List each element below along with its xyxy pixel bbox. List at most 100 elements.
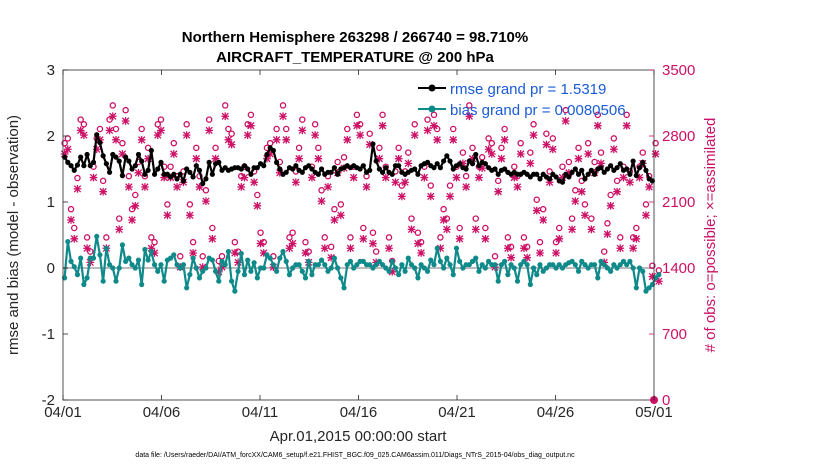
obs-possible-point [122, 106, 129, 114]
bias-point [261, 265, 267, 271]
obs-possible-point [607, 191, 614, 199]
rmse-point [633, 173, 639, 179]
obs-assimilated-point [507, 253, 515, 262]
bias-point [344, 262, 350, 268]
rmse-point [270, 147, 276, 154]
rmse-point [582, 176, 588, 182]
obs-possible-point [462, 172, 470, 180]
rmse-point [643, 167, 649, 173]
bias-point [232, 288, 238, 294]
bias-point [248, 268, 254, 274]
obs-possible-point [491, 253, 499, 260]
bias-point [139, 281, 145, 288]
rmse-point [495, 171, 501, 177]
obs-possible-point [562, 106, 569, 114]
obs-possible-point [202, 187, 210, 194]
bias-point [200, 268, 206, 274]
obs-assimilated-point [410, 131, 419, 139]
rmse-point [379, 169, 386, 175]
obs-possible-point [450, 125, 457, 133]
rmse-point [203, 176, 209, 182]
rmse-point [492, 166, 498, 172]
bias-point [148, 248, 154, 255]
obs-possible-point [501, 125, 508, 133]
obs-possible-point [119, 139, 126, 147]
bias-point [559, 265, 566, 271]
bias-point [296, 262, 302, 268]
rmse-point [171, 171, 177, 177]
rmse-point [444, 153, 450, 159]
obs-possible-point [623, 111, 630, 119]
obs-assimilated-point [108, 112, 117, 121]
bias-point [184, 285, 190, 291]
obs-assimilated-point [552, 249, 560, 257]
rmse-point [389, 171, 395, 177]
obs-possible-point [427, 182, 435, 189]
obs-possible-point [546, 168, 553, 175]
obs-assimilated-point [520, 244, 528, 253]
obs-assimilated-point [214, 267, 223, 276]
rmse-point [547, 176, 553, 182]
bias-point [142, 246, 148, 253]
obs-assimilated-point [516, 150, 525, 158]
bias-point [633, 285, 639, 291]
rmse-point [299, 169, 305, 175]
obs-assimilated-point [619, 173, 628, 182]
obs-assimilated-point [80, 131, 88, 139]
obs-possible-point [456, 224, 463, 232]
obs-assimilated-point [182, 131, 191, 139]
rmse-point [216, 159, 222, 165]
obs-possible-point [170, 139, 178, 147]
legend-rmse-marker [428, 84, 436, 92]
obs-assimilated-point [353, 121, 361, 130]
obs-assimilated-point [76, 126, 85, 135]
obs-assimilated-point [320, 244, 329, 253]
rmse-point [473, 151, 479, 158]
obs-assimilated-point [266, 150, 275, 158]
bias-point [299, 268, 305, 274]
bias-point [315, 262, 321, 268]
obs-assimilated-point [536, 249, 544, 257]
bias-point [322, 262, 328, 268]
obs-possible-point [74, 174, 81, 182]
bias-point [306, 258, 312, 264]
bias-point [155, 268, 161, 274]
obs-possible-point [414, 229, 422, 236]
obs-possible-point [488, 139, 496, 147]
obs-assimilated-point [584, 150, 592, 158]
obs-assimilated-point [205, 126, 213, 135]
obs-possible-point [610, 135, 618, 142]
bias-point [431, 262, 437, 268]
obs-assimilated-point [118, 150, 127, 158]
bias-point [447, 262, 453, 268]
obs-possible-point [469, 144, 476, 152]
obs-possible-point [189, 238, 197, 246]
bias-point [428, 257, 434, 263]
x-axis-ticks: 04/01 04/06 04/11 04/16 04/21 04/26 05/01 [44, 70, 673, 421]
rmse-point [476, 163, 482, 169]
rmse-point [463, 166, 469, 172]
obs-possible-point [347, 234, 354, 241]
obs-possible-point [115, 215, 123, 222]
obs-possible-point [543, 130, 550, 137]
left-y-tick-label: -2 [42, 392, 55, 409]
bias-point [235, 268, 241, 274]
bias-point [168, 255, 174, 261]
bias-point [286, 272, 293, 278]
bias-point [302, 275, 309, 281]
rmse-point [196, 167, 203, 173]
bias-point [492, 262, 498, 268]
obs-assimilated-point [227, 140, 236, 149]
obs-assimilated-point [327, 253, 336, 262]
bias-point [572, 262, 578, 268]
obs-possible-point [273, 125, 280, 133]
obs-assimilated-point [160, 173, 169, 182]
rmse-point [306, 163, 312, 169]
obs-assimilated-point [381, 173, 390, 182]
obs-assimilated-point [311, 131, 319, 139]
rmse-point [139, 158, 145, 164]
obs-assimilated-point [336, 211, 345, 220]
obs-possible-point [639, 149, 647, 156]
obs-assimilated-point [153, 131, 162, 139]
obs-assimilated-point [565, 168, 573, 177]
